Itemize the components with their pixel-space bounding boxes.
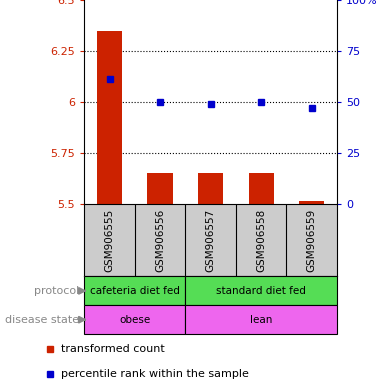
Text: protocol: protocol <box>34 286 79 296</box>
Text: obese: obese <box>119 314 151 325</box>
Text: GSM906556: GSM906556 <box>155 209 165 271</box>
Bar <box>249 173 274 204</box>
Text: GSM906558: GSM906558 <box>256 209 266 271</box>
Bar <box>299 202 324 204</box>
Text: GSM906557: GSM906557 <box>206 209 216 271</box>
Text: disease state: disease state <box>5 314 79 325</box>
Bar <box>147 173 173 204</box>
Text: cafeteria diet fed: cafeteria diet fed <box>90 286 180 296</box>
Bar <box>97 31 122 204</box>
Bar <box>84 305 185 334</box>
Text: GSM906555: GSM906555 <box>105 209 115 271</box>
Text: GSM906559: GSM906559 <box>307 209 317 271</box>
Bar <box>84 276 185 305</box>
Text: percentile rank within the sample: percentile rank within the sample <box>61 369 249 379</box>
Text: transformed count: transformed count <box>61 344 165 354</box>
Bar <box>198 173 223 204</box>
Text: lean: lean <box>250 314 272 325</box>
Bar <box>185 305 337 334</box>
Bar <box>185 276 337 305</box>
Text: standard diet fed: standard diet fed <box>216 286 306 296</box>
